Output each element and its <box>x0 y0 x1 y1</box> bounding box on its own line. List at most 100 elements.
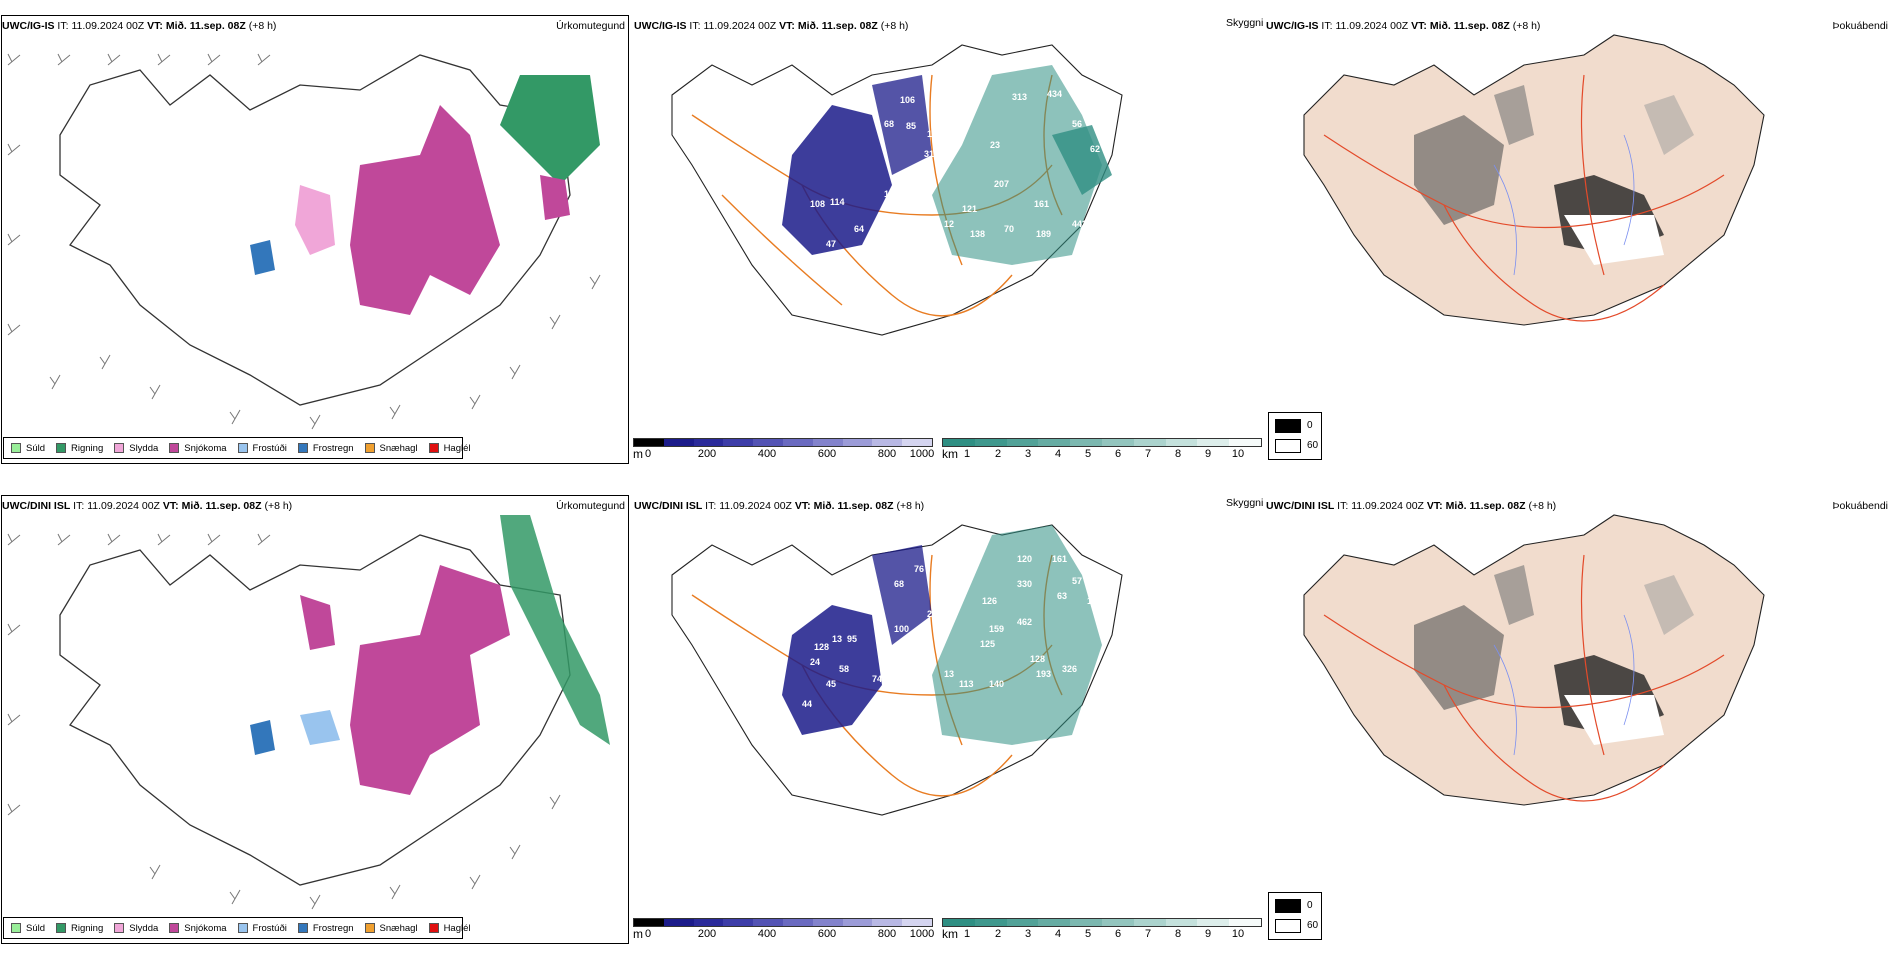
legend-suld: Súld <box>11 923 45 934</box>
model-name: UWC/DINI ISL <box>1266 500 1335 512</box>
cloud-tick: 400 <box>757 448 777 460</box>
fog-legend: 0 60 <box>1268 892 1322 940</box>
fog-panel-top: UWC/IG-IS IT: 11.09.2024 00Z VT: Mið. 11… <box>1264 15 1900 470</box>
lead-time: (+8 h) <box>896 500 925 512</box>
fog-map-top <box>1303 34 1765 326</box>
legend-snaehagl: Snæhagl <box>364 443 418 454</box>
visibility-panel-top: 313 434 56 62 23 207 161 189 443 121 138… <box>632 15 1264 470</box>
vt-label: VT: <box>147 20 163 32</box>
precip-legend: Súld Rigning Slydda Snjókoma Frostúði Fr… <box>3 917 471 939</box>
it-label: IT: <box>705 500 717 512</box>
cloud-unit: m <box>633 447 643 461</box>
vis-tick: 5 <box>1084 448 1092 460</box>
roads <box>1323 554 1725 802</box>
lead-time: (+8 h) <box>1528 500 1557 512</box>
vis-tick: 5 <box>1084 928 1092 940</box>
cloud-label: 62 <box>1090 144 1100 154</box>
iceland-outline <box>1303 514 1765 806</box>
cloud-label: 68 <box>884 119 894 129</box>
cloud-label: 114 <box>830 197 845 207</box>
vis-tick: 4 <box>1054 928 1062 940</box>
cloud-label: 12 <box>944 219 954 229</box>
precip-type-panel-bottom: UWC/DINI ISL IT: 11.09.2024 00Z VT: Mið.… <box>0 495 630 950</box>
cloud-label: 70 <box>1004 224 1014 234</box>
visibility-colorbar <box>942 438 1262 447</box>
cloud-label: 43 <box>894 659 904 669</box>
vt-value: Mið. 11.sep. 08Z <box>181 500 262 512</box>
cloud-tick: 800 <box>877 928 897 940</box>
roads <box>1323 74 1725 322</box>
cloud-tick: 1000 <box>909 448 935 460</box>
cloud-tick: 1000 <box>909 928 935 940</box>
cloud-label: 53 <box>792 254 802 264</box>
cloud-label: 462 <box>1017 617 1032 627</box>
cloud-label: 125 <box>980 639 995 649</box>
it-label: IT: <box>1337 500 1349 512</box>
cloud-tick: 0 <box>644 928 652 940</box>
precip-type-panel-top: UWC/IG-IS IT: 11.09.2024 00Z VT: Mið. 11… <box>0 15 630 470</box>
vis-tick: 8 <box>1174 448 1182 460</box>
cloud-label: 24 <box>810 657 820 667</box>
vt-label: VT: <box>162 500 179 512</box>
vis-tick: 9 <box>1204 928 1212 940</box>
cloud-label: 264 <box>927 609 942 619</box>
cloud-label: 23 <box>990 140 1000 150</box>
vt-label: VT: <box>1411 20 1427 32</box>
vt-value: Mið. 11.sep. 08Z <box>1429 20 1510 32</box>
cloud-label: 138 <box>970 229 985 239</box>
cloud-label: 129 <box>912 174 927 184</box>
model-name: UWC/IG-IS <box>2 20 55 32</box>
model-name: UWC/DINI ISL <box>2 500 71 512</box>
lead-time: (+8 h) <box>880 20 909 32</box>
fog-tick: 60 <box>1307 440 1319 451</box>
cloud-colorbar <box>633 438 933 447</box>
cloud-label: 107 <box>884 189 899 199</box>
field-title: Úrkomutegund <box>556 20 625 32</box>
cloud-label: 161 <box>1052 554 1067 564</box>
cloud-label: 45 <box>826 679 836 689</box>
fog-tick: 60 <box>1307 920 1319 931</box>
cloud-label: 313 <box>1012 92 1027 102</box>
model-name: UWC/IG-IS <box>1266 20 1319 32</box>
it-value: 11.09.2024 00Z <box>71 20 145 32</box>
cloud-label: 121 <box>962 204 977 214</box>
visibility-areas <box>782 65 1112 265</box>
rivers <box>1493 134 1635 276</box>
field-title: Úrkomutegund <box>556 500 625 512</box>
vt-value: Mið. 11.sep. 08Z <box>797 20 878 32</box>
cloud-label: 108 <box>810 199 825 209</box>
cloud-label: 193 <box>1036 669 1051 679</box>
cloud-label: 106 <box>900 95 915 105</box>
row-bottom: UWC/DINI ISL IT: 11.09.2024 00Z VT: Mið.… <box>0 495 1900 965</box>
fog-map-bottom <box>1303 514 1765 806</box>
legend-haglel: Haglél <box>428 443 471 454</box>
panel-header: UWC/IG-IS IT: 11.09.2024 00Z VT: Mið. 11… <box>634 20 908 32</box>
vis-tick: 2 <box>994 928 1002 940</box>
cloud-label: 57 <box>1072 576 1082 586</box>
cloud-label: 76 <box>914 564 924 574</box>
cloud-label: 128 <box>1030 654 1045 664</box>
cloud-label: 13 <box>944 669 954 679</box>
precip-map-bottom <box>7 515 610 910</box>
model-name: UWC/DINI ISL <box>634 500 703 512</box>
cloud-label: 100 <box>894 624 909 634</box>
vis-tick: 7 <box>1144 928 1152 940</box>
vis-tick: 10 <box>1231 928 1245 940</box>
vt-label: VT: <box>1426 500 1443 512</box>
legend-rigning: Rigning <box>56 443 103 454</box>
cloud-label: 113 <box>959 679 974 689</box>
cloud-label: 140 <box>989 679 1004 689</box>
cloud-base-labels: 120 161 330 57 63 102 462 126 159 125 12… <box>802 554 1102 709</box>
legend-snjokoma: Snjókoma <box>169 443 227 454</box>
cloud-label: 100 <box>927 129 942 139</box>
cloud-colorbar <box>633 918 933 927</box>
cloud-label: 128 <box>814 642 829 652</box>
panel-header: UWC/IG-IS IT: 11.09.2024 00Z VT: Mið. 11… <box>2 20 276 32</box>
legend-frostudi: Frostúði <box>237 923 287 934</box>
legend-suld: Súld <box>11 443 45 454</box>
precip-areas <box>250 75 600 315</box>
it-label: IT: <box>57 20 69 32</box>
cloud-label: 85 <box>906 121 916 131</box>
vt-value: Mið. 11.sep. 08Z <box>165 20 246 32</box>
model-name: UWC/IG-IS <box>634 20 687 32</box>
